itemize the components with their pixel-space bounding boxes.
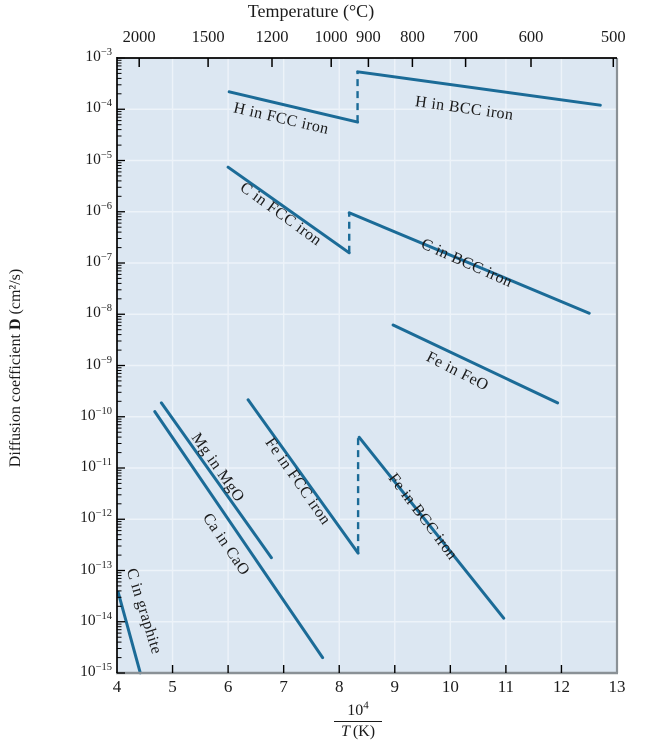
- x-tick-label: 13: [608, 677, 626, 696]
- temperature-tick-label: 1200: [255, 27, 289, 46]
- x-tick-label: 7: [279, 677, 288, 696]
- y-tick-label: 10−5: [85, 149, 112, 168]
- x-tick-label: 5: [168, 677, 177, 696]
- temperature-tick-label: 500: [600, 27, 626, 46]
- temperature-tick-label: 900: [356, 27, 381, 46]
- curve-c-in-fcc-iron: [226, 165, 351, 255]
- temperature-tick-label: 1500: [191, 27, 225, 46]
- chart-title: Temperature (°C): [247, 1, 375, 21]
- curve-fe-in-bcc-iron: [357, 435, 506, 620]
- curve-fe-in-fcc-iron: [246, 398, 360, 555]
- x-tick-label: 10: [441, 677, 459, 696]
- x-axis-label: 104 T (K): [334, 700, 382, 741]
- y-tick-label: 10−12: [80, 508, 112, 527]
- curve-mg-in-mgo: [159, 401, 273, 560]
- curve-c-in-bcc-iron: [347, 211, 591, 315]
- y-tick-label: 10−4: [85, 98, 112, 117]
- x-tick-label: 9: [390, 677, 400, 696]
- x-tick-label: 6: [223, 677, 233, 696]
- temperature-tick-label: 600: [518, 27, 544, 46]
- y-tick-label: 10−7: [85, 252, 112, 271]
- x-tick-label: 11: [497, 677, 515, 696]
- y-tick-label: 10−8: [85, 303, 112, 322]
- y-tick-label: 10−13: [80, 559, 112, 578]
- y-tick-label: 10−15: [80, 662, 112, 681]
- x-tick-label: 8: [334, 677, 344, 696]
- temperature-tick-label: 700: [453, 27, 478, 46]
- x-tick-label: 12: [552, 677, 570, 696]
- fraction-bar: [334, 720, 382, 722]
- y-tick-label: 10−9: [85, 354, 112, 373]
- temperature-tick-label: 2000: [122, 27, 156, 46]
- y-tick-label: 10−10: [80, 405, 112, 424]
- curve-ca-in-cao: [153, 410, 325, 660]
- temperature-tick-label: 800: [400, 27, 425, 46]
- temperature-tick-label: 1000: [314, 27, 348, 46]
- y-tick-label: 10−14: [80, 610, 112, 629]
- y-tick-label: 10−11: [80, 457, 112, 476]
- curve-h-in-bcc-iron: [356, 70, 602, 107]
- x-axis-label-numerator: 104: [347, 700, 369, 720]
- y-tick-label: 10−6: [85, 200, 112, 219]
- x-tick-label: 4: [112, 677, 122, 696]
- curve-c-in-graphite: [116, 590, 142, 675]
- curve-fe-in-feo: [391, 323, 560, 405]
- y-tick-label: 10−3: [85, 47, 112, 66]
- x-axis-label-denominator: T (K): [340, 722, 376, 740]
- curve-h-in-fcc-iron: [227, 90, 360, 124]
